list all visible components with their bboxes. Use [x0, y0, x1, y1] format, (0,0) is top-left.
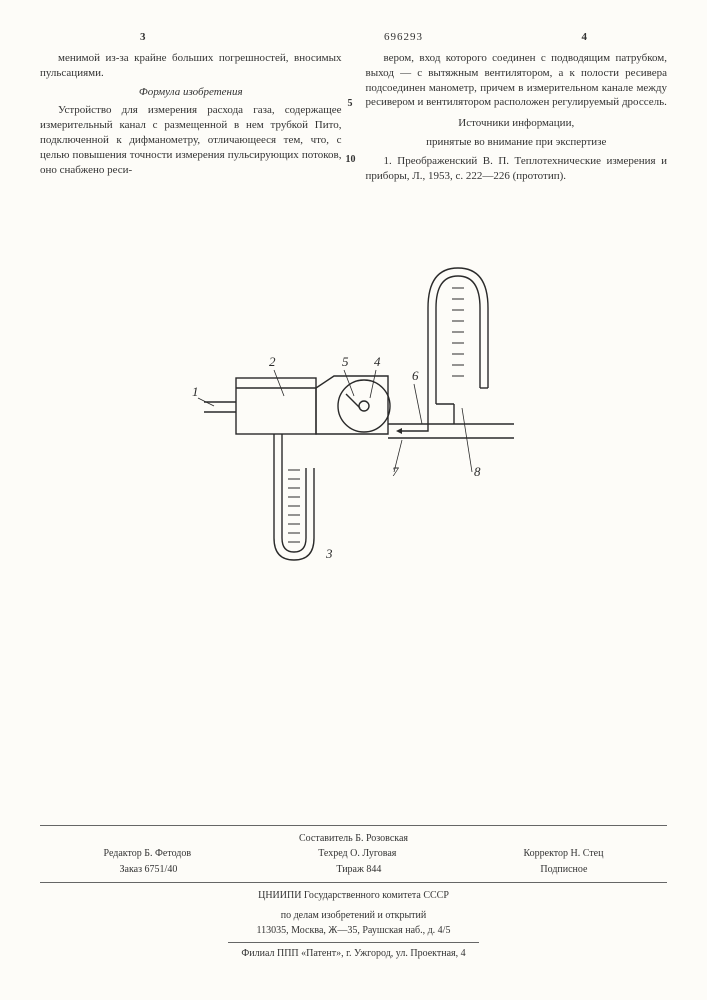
- tirage: Тираж 844: [336, 863, 381, 877]
- svg-text:8: 8: [474, 464, 481, 479]
- address-1: 113035, Москва, Ж—35, Раушская наб., д. …: [40, 924, 667, 938]
- editor: Редактор Б. Фетодов: [104, 847, 192, 861]
- svg-text:1: 1: [192, 384, 199, 399]
- left-fragment-2: Устройство для измерения расхода газа, с…: [40, 103, 342, 177]
- compiler-row: Составитель Б. Розовская: [40, 832, 667, 846]
- right-column: вером, вход которого соединен с подводящ…: [366, 51, 668, 188]
- compiler-label: Составитель: [299, 833, 353, 844]
- credits-row-2: Заказ 6751/40 Тираж 844 Подписное: [40, 863, 667, 877]
- right-fragment-1: вером, вход которого соединен с подводящ…: [366, 51, 668, 110]
- compiler-name: Б. Розовская: [355, 833, 408, 844]
- credits-row-1: Редактор Б. Фетодов Техред О. Луговая Ко…: [40, 847, 667, 861]
- techred: Техред О. Луговая: [318, 847, 396, 861]
- subscription: Подписное: [540, 863, 587, 877]
- sources-subheading: принятые во внимание при экспертизе: [366, 135, 668, 150]
- address-2: Филиал ППП «Патент», г. Ужгород, ул. Про…: [40, 947, 667, 961]
- formula-heading: Формула изобретения: [40, 85, 342, 100]
- sources-heading: Источники информации,: [366, 116, 668, 131]
- svg-text:6: 6: [412, 368, 419, 383]
- page-number-right: 4: [582, 30, 588, 45]
- org-line-1: ЦНИИПИ Государственного комитета СССР: [40, 889, 667, 903]
- patent-number: 696293: [384, 30, 423, 45]
- svg-text:5: 5: [342, 354, 349, 369]
- left-column: менимой из-за крайне больших погрешносте…: [40, 51, 342, 188]
- line-number-10: 10: [346, 153, 356, 167]
- text-columns: 5 10 менимой из-за крайне больших погреш…: [40, 51, 667, 188]
- patent-figure: 12345678: [174, 248, 534, 578]
- order: Заказ 6751/40: [120, 863, 178, 877]
- reference-1: 1. Преображенский В. П. Теплотехнические…: [366, 154, 668, 184]
- footer: Составитель Б. Розовская Редактор Б. Фет…: [40, 819, 667, 961]
- svg-text:4: 4: [374, 354, 381, 369]
- header-row: 3 696293 4: [40, 30, 667, 45]
- line-number-5: 5: [348, 97, 353, 111]
- page-number-left: 3: [140, 30, 146, 45]
- corrector: Корректор Н. Стец: [523, 847, 603, 861]
- org-line-2: по делам изобретений и открытий: [40, 909, 667, 923]
- left-fragment-1: менимой из-за крайне больших погрешносте…: [40, 51, 342, 81]
- svg-text:2: 2: [269, 354, 276, 369]
- svg-text:3: 3: [325, 546, 333, 561]
